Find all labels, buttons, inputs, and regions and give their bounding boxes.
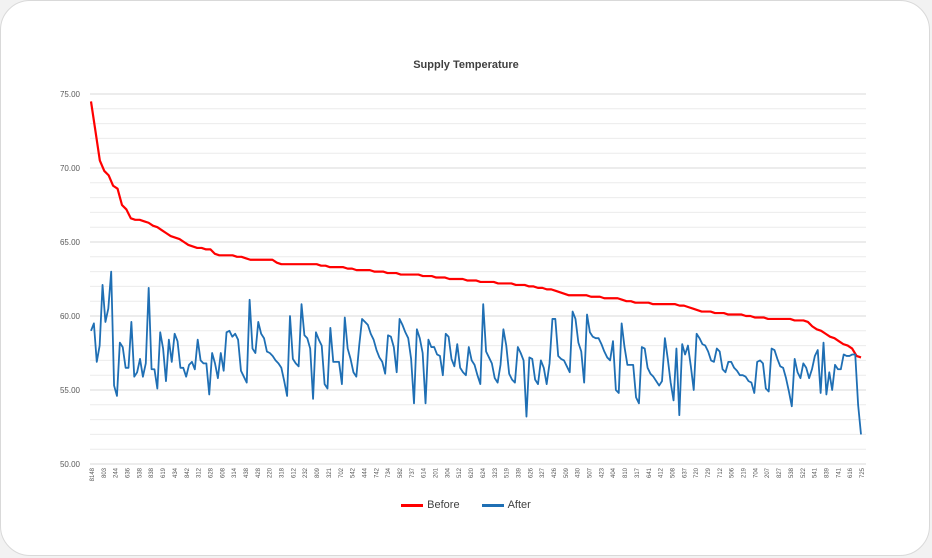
x-tick-label: 619 <box>161 467 167 478</box>
x-tick-label: 637 <box>682 467 688 478</box>
legend-label-after: After <box>507 499 531 511</box>
legend-label-before: Before <box>427 499 460 511</box>
x-tick-label: 842 <box>185 467 191 478</box>
x-tick-label: 207 <box>765 467 771 478</box>
x-tick-label: 608 <box>220 467 226 478</box>
x-tick-label: 538 <box>137 467 143 478</box>
y-tick-label: 65.00 <box>60 238 81 247</box>
x-tick-label: 428 <box>256 467 262 478</box>
x-tick-label: 244 <box>114 467 120 478</box>
x-tick-label: 734 <box>386 467 392 478</box>
x-tick-label: 508 <box>670 467 676 478</box>
x-tick-label: 538 <box>789 467 795 478</box>
x-tick-label: 321 <box>327 467 333 478</box>
x-tick-label: 412 <box>659 467 665 478</box>
x-tick-label: 612 <box>291 467 297 478</box>
x-tick-label: 720 <box>694 467 700 478</box>
x-tick-label: 641 <box>647 467 653 478</box>
x-tick-label: 304 <box>445 467 451 478</box>
legend-item-before: Before <box>401 499 460 511</box>
y-tick-label: 70.00 <box>60 164 81 173</box>
x-tick-label: 803 <box>102 467 108 478</box>
x-tick-label: 219 <box>742 467 748 478</box>
x-tick-label: 522 <box>801 467 807 478</box>
x-tick-label: 404 <box>611 467 617 478</box>
legend-item-after: After <box>481 499 531 511</box>
x-tick-label: 201 <box>434 467 440 478</box>
x-tick-label: 438 <box>244 467 250 478</box>
x-tick-label: 616 <box>848 467 854 478</box>
x-tick-label: 626 <box>528 467 534 478</box>
x-tick-label: 8148 <box>90 467 96 481</box>
x-tick-label: 725 <box>860 467 866 478</box>
x-tick-label: 582 <box>398 467 404 478</box>
x-tick-label: 423 <box>599 467 605 478</box>
x-tick-label: 519 <box>505 467 511 478</box>
x-tick-label: 512 <box>457 467 463 478</box>
y-tick-label: 55.00 <box>60 386 81 395</box>
x-tick-label: 318 <box>280 467 286 478</box>
y-tick-label: 60.00 <box>60 312 81 321</box>
x-tick-label: 542 <box>351 467 357 478</box>
x-tick-label: 702 <box>339 467 345 478</box>
x-tick-label: 636 <box>126 467 132 478</box>
legend-swatch-after <box>481 503 504 507</box>
x-tick-label: 509 <box>564 467 570 478</box>
x-tick-label: 541 <box>813 467 819 478</box>
legend-swatch-before <box>401 503 424 507</box>
chart-legend: Before After <box>0 499 932 511</box>
x-tick-label: 314 <box>232 467 238 478</box>
x-tick-label: 444 <box>362 467 368 478</box>
x-tick-label: 327 <box>540 467 546 478</box>
x-tick-label: 507 <box>588 467 594 478</box>
x-tick-label: 434 <box>173 467 179 478</box>
x-tick-label: 312 <box>197 467 203 478</box>
x-tick-label: 742 <box>374 467 380 478</box>
y-tick-label: 75.00 <box>60 90 81 99</box>
x-tick-label: 809 <box>315 467 321 478</box>
x-tick-label: 620 <box>469 467 475 478</box>
x-tick-label: 729 <box>706 467 712 478</box>
x-tick-label: 339 <box>516 467 522 478</box>
x-tick-label: 232 <box>303 467 309 478</box>
x-tick-label: 827 <box>777 467 783 478</box>
x-tick-label: 712 <box>718 467 724 478</box>
series-line-before <box>89 101 862 359</box>
x-tick-label: 426 <box>552 467 558 478</box>
x-tick-label: 810 <box>623 467 629 478</box>
x-tick-label: 838 <box>149 467 155 478</box>
x-tick-label: 317 <box>635 467 641 478</box>
x-tick-label: 737 <box>410 467 416 478</box>
x-tick-label: 430 <box>576 467 582 478</box>
x-tick-label: 704 <box>753 467 759 478</box>
x-tick-label: 323 <box>493 467 499 478</box>
x-tick-label: 839 <box>824 467 830 478</box>
x-tick-label: 741 <box>836 467 842 478</box>
x-tick-label: 614 <box>422 467 428 478</box>
x-tick-label: 220 <box>268 467 274 478</box>
x-tick-label: 506 <box>730 467 736 478</box>
x-tick-label: 628 <box>208 467 214 478</box>
y-tick-label: 50.00 <box>60 460 81 469</box>
x-tick-label: 624 <box>481 467 487 478</box>
series-line-after <box>90 270 862 435</box>
chart-title: Supply Temperature <box>413 59 519 71</box>
